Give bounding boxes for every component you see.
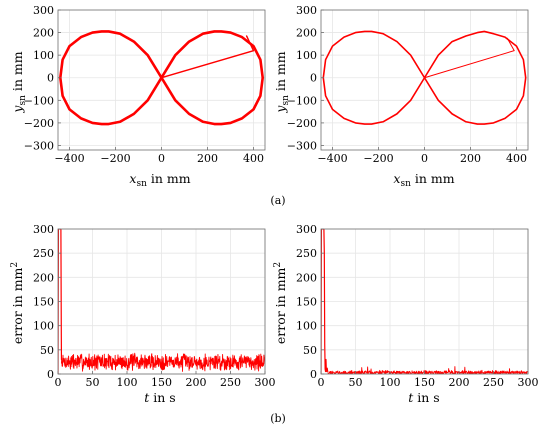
x-tick-label: 200 [197,152,218,165]
y-axis-label: error in mm2 [273,262,288,344]
y-tick-label: 0 [310,72,317,85]
x-tick-label: 250 [483,376,504,389]
plot-area [322,30,527,125]
y-tick-label: −100 [287,94,317,107]
y-tick-label: 100 [296,49,317,62]
y-axis-label: error in mm2 [10,262,25,344]
chart-error-right: 0 50 100 150 200 250 300 0 50 100 150 200 250 300 t in… [273,223,539,405]
y-tick-label: 300 [296,4,317,17]
y-tick-label: −300 [24,139,54,152]
y-tick-label: −200 [24,117,54,130]
x-tick-label: −400 [317,152,347,165]
x-axis-label: t in s [144,390,175,405]
y-tick-label: 200 [33,271,54,284]
y-tick-label: 200 [296,271,317,284]
error-trace [327,366,528,374]
chart-xy-trajectory-right: −400 −200 0 200 400 −300 −200 −100 0 100 200 300 xsn… [273,4,529,189]
y-tick-label: 100 [33,49,54,62]
y-tick-label: 300 [33,4,54,17]
x-tick-label: 300 [518,376,539,389]
y-tick-label: 300 [296,223,317,236]
x-axis-label: xsn in mm [129,171,190,189]
series-line [424,37,515,79]
plot-area [59,30,264,126]
x-tick-label: 250 [220,376,241,389]
y-tick-label: 0 [47,368,54,381]
y-tick-label: 150 [33,296,54,309]
y-tick-label: 50 [303,344,317,357]
x-tick-label: 150 [414,376,435,389]
y-tick-label: −300 [287,139,317,152]
x-tick-label: −400 [54,152,84,165]
x-tick-label: 400 [243,152,264,165]
x-tick-label: 100 [117,376,138,389]
y-tick-label: 50 [40,344,54,357]
x-tick-label: 0 [158,152,165,165]
y-tick-label: 150 [296,296,317,309]
y-tick-label: 100 [296,320,317,333]
x-tick-label: 50 [349,376,363,389]
y-tick-label: −200 [287,117,317,130]
x-tick-label: 100 [380,376,401,389]
y-tick-label: 200 [33,27,54,40]
x-tick-label: 200 [449,376,470,389]
y-tick-label: −100 [24,94,54,107]
x-tick-label: −200 [363,152,393,165]
y-axis-label: ysn in mm [273,51,291,113]
chart-xy-trajectory-left: −400 −200 0 200 400 −300 −200 −100 0 100 200 300 xsn… [10,4,266,189]
y-tick-label: 100 [33,320,54,333]
x-tick-label: 150 [151,376,172,389]
subfigure-label-b: (b) [270,412,286,425]
x-tick-label: −200 [100,152,130,165]
x-tick-label: 200 [186,376,207,389]
x-axis-label: t in s [408,390,439,405]
x-tick-label: 400 [506,152,527,165]
x-tick-label: 0 [421,152,428,165]
x-tick-label: 50 [86,376,100,389]
series-line [160,35,255,79]
y-tick-label: 0 [310,368,317,381]
x-axis-label: xsn in mm [393,171,454,189]
y-tick-label: 200 [296,27,317,40]
y-axis-label: ysn in mm [10,51,28,113]
plot-area [321,229,528,374]
x-tick-label: 200 [460,152,481,165]
plot-area [58,229,265,374]
x-tick-label: 0 [318,376,325,389]
y-tick-label: 300 [33,223,54,236]
subfigure-label-a: (a) [270,194,285,207]
y-tick-label: 250 [296,247,317,260]
y-tick-label: 0 [47,72,54,85]
x-tick-label: 0 [55,376,62,389]
series-line [58,229,63,374]
y-tick-label: 250 [33,247,54,260]
series-line [321,229,329,374]
error-trace [61,352,265,372]
x-tick-label: 300 [255,376,276,389]
chart-error-left: 0 50 100 150 200 250 300 0 50 100 150 200 250 300 t in… [10,223,276,405]
